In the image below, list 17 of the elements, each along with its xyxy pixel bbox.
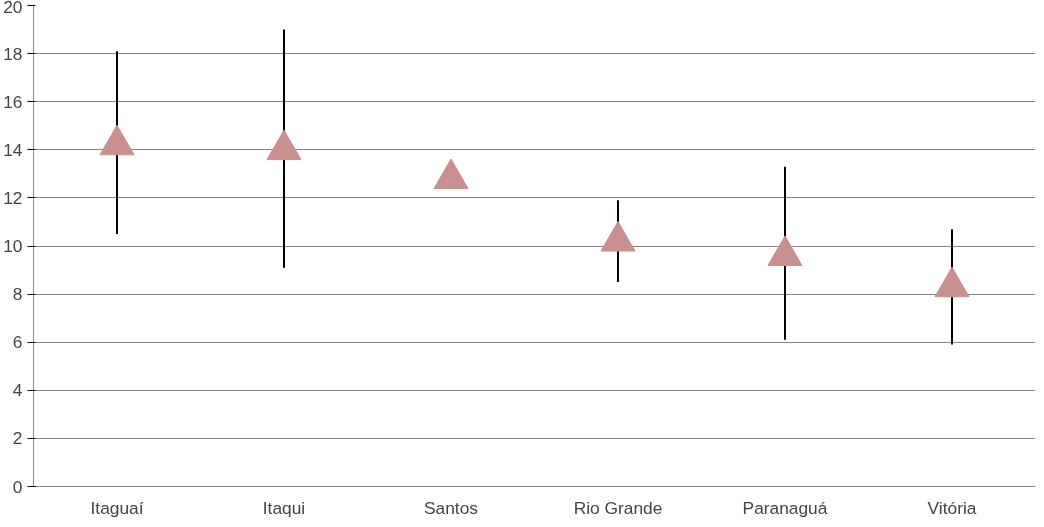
x-tick-label: Paranaguá [742, 497, 828, 518]
x-tick-label: Itaqui [262, 497, 306, 518]
y-tick-label: 4 [12, 380, 23, 401]
y-tick-label: 14 [3, 139, 23, 160]
y-tick-label: 8 [12, 284, 23, 305]
x-tick-label: Itaguaí [90, 497, 144, 518]
x-tick-label: Vitória [927, 497, 977, 518]
y-tick-label: 20 [3, 0, 23, 17]
x-tick-label: Rio Grande [573, 497, 663, 518]
y-tick-label: 10 [3, 236, 23, 256]
y-tick-label: 6 [12, 332, 23, 353]
y-tick-label: 16 [3, 91, 23, 112]
y-tick-label: 18 [3, 43, 23, 64]
y-tick-label: 2 [12, 428, 23, 449]
y-tick-label: 12 [3, 187, 23, 208]
x-tick-label: Santos [424, 497, 479, 518]
y-tick-label: 0 [12, 476, 23, 497]
